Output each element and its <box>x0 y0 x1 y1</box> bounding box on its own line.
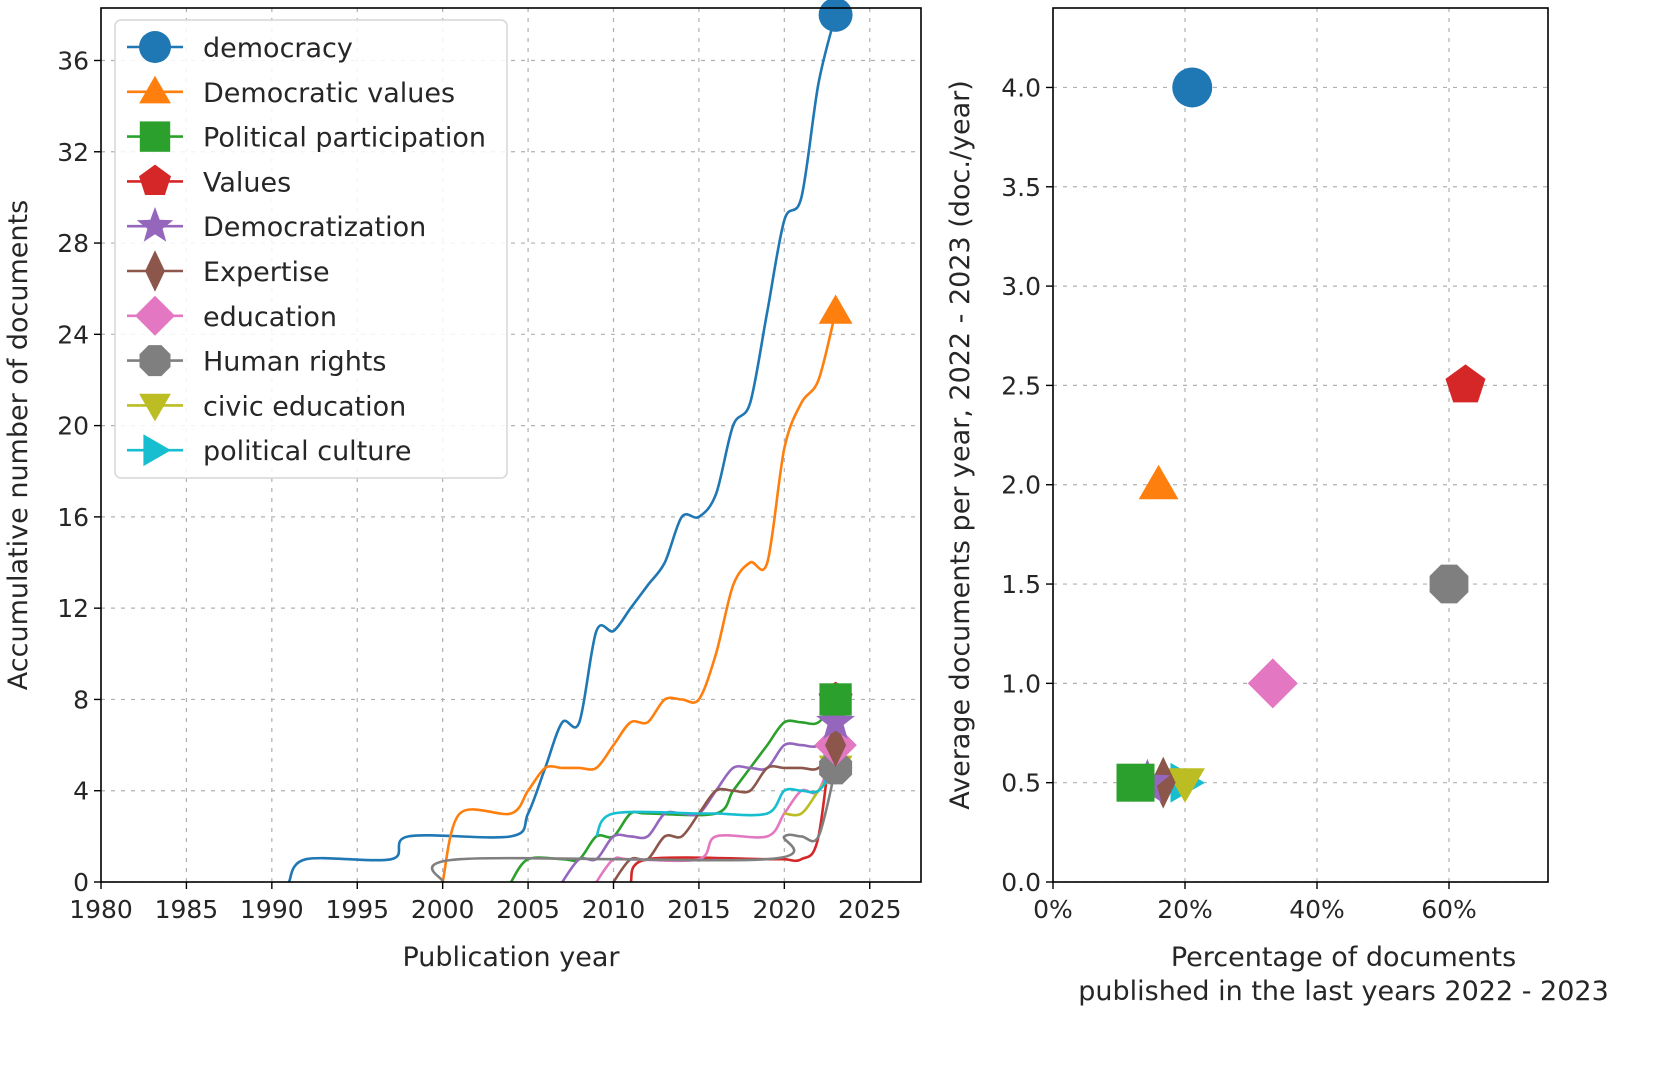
scatter-point-square-marker <box>1116 763 1155 802</box>
x-tick-label: 60% <box>1421 895 1477 924</box>
series-line-1 <box>441 311 837 883</box>
legend-octagon-marker <box>139 345 171 377</box>
y-tick-label: 0 <box>73 868 89 897</box>
series-line-2 <box>509 698 837 883</box>
end-octagon-marker <box>819 751 853 785</box>
x-tick-label: 1990 <box>240 895 304 924</box>
scatter-point-pentagon-marker <box>1445 364 1486 403</box>
legend-square-marker <box>139 121 171 152</box>
y-tick-label: 3.0 <box>1001 272 1041 301</box>
y-tick-label: 24 <box>57 320 89 349</box>
x-tick-label: 2000 <box>411 895 475 924</box>
end-triangle-up-marker <box>818 294 853 324</box>
series-line-9 <box>595 767 837 838</box>
series-line-5 <box>612 744 837 883</box>
x-tick-label: 2020 <box>753 895 817 924</box>
x-tick-label: 2025 <box>838 895 902 924</box>
x-tick-label: 1995 <box>325 895 389 924</box>
legend-label: education <box>203 302 337 333</box>
scatter-point-diamond-marker <box>1247 658 1298 709</box>
y-tick-label: 1.0 <box>1001 669 1041 698</box>
y-tick-label: 3.5 <box>1001 173 1041 202</box>
legend-thin-diamond-marker <box>145 250 165 292</box>
y-axis-label: Average documents per year, 2022 - 2023 … <box>945 80 976 810</box>
y-tick-label: 16 <box>57 503 89 532</box>
legend-triangle-up-marker <box>139 75 171 104</box>
y-tick-label: 2.5 <box>1001 371 1041 400</box>
legend-label: Values <box>203 167 291 198</box>
legend-label: civic education <box>203 391 406 422</box>
x-tick-label: 2010 <box>582 895 646 924</box>
scatter-point-octagon-marker <box>1429 564 1469 604</box>
scatter-point-triangle-down-marker <box>1165 768 1205 803</box>
left-end-markers <box>814 0 857 785</box>
y-tick-label: 2.0 <box>1001 471 1041 500</box>
legend-pentagon-marker <box>139 164 171 195</box>
x-tick-label: 0% <box>1033 895 1073 924</box>
x-tick-label: 1985 <box>155 895 219 924</box>
scatter-points <box>1116 67 1486 809</box>
right-scatter-chart: 0% 20% 40% 60% 0.0 0.5 1.0 1.5 2.0 2.5 3.0 3.5 4.0 Pe… <box>945 7 1609 1007</box>
series-line-7 <box>430 767 837 884</box>
y-tick-label: 36 <box>57 46 89 75</box>
left-axes-frame <box>100 7 922 883</box>
legend-diamond-marker <box>135 295 175 336</box>
legend-label: Expertise <box>203 257 330 288</box>
x-tick-label: 1980 <box>69 895 133 924</box>
legend-label: democracy <box>203 33 353 64</box>
end-square-marker <box>819 683 852 716</box>
y-tick-label: 8 <box>73 685 89 714</box>
left-ticks: 1980 1985 1990 1995 2000 2005 2010 2015 2020 2025… <box>57 46 901 924</box>
right-grid <box>1052 8 1548 883</box>
legend-triangle-right-marker <box>143 434 171 467</box>
legend-label: Democratization <box>203 212 426 243</box>
y-tick-label: 1.5 <box>1001 570 1041 599</box>
y-axis-label: Accumulative number of documents <box>3 200 34 690</box>
y-tick-label: 4.0 <box>1001 73 1041 102</box>
x-tick-label: 2005 <box>496 895 560 924</box>
legend-triangle-down-marker <box>139 393 171 422</box>
legend-label: Human rights <box>203 347 386 378</box>
y-tick-label: 32 <box>57 138 89 167</box>
scatter-point-triangle-up-marker <box>1138 464 1179 500</box>
legend-box <box>114 19 508 479</box>
series-line-0 <box>287 14 837 883</box>
x-tick-label: 20% <box>1157 895 1213 924</box>
right-ticks: 0% 20% 40% 60% 0.0 0.5 1.0 1.5 2.0 2.5 3.0 3.5 4.0 <box>1001 73 1477 924</box>
x-axis-label: Percentage of documents published in the … <box>1078 942 1609 1007</box>
legend: democracy Democratic values Political part… <box>114 19 508 479</box>
legend-star-marker <box>136 207 174 242</box>
legend-circle-marker <box>139 31 171 63</box>
right-axes-frame <box>1052 7 1549 883</box>
x-tick-label: 40% <box>1289 895 1345 924</box>
y-tick-label: 28 <box>57 229 89 258</box>
y-tick-label: 0.5 <box>1001 769 1041 798</box>
legend-label: Democratic values <box>203 78 455 109</box>
x-axis-label-line: Percentage of documents <box>1171 942 1516 973</box>
x-axis-label: Publication year <box>403 942 621 973</box>
end-star-marker <box>816 701 855 739</box>
legend-label: Political participation <box>203 123 486 154</box>
scatter-point-circle-marker <box>1172 67 1213 108</box>
x-axis-label-line: published in the last years 2022 - 2023 <box>1078 976 1609 1007</box>
y-tick-label: 12 <box>57 594 89 623</box>
y-tick-label: 0.0 <box>1001 868 1041 897</box>
legend-label: political culture <box>203 436 412 467</box>
x-tick-label: 2015 <box>667 895 731 924</box>
y-tick-label: 20 <box>57 412 89 441</box>
left-line-chart: 1980 1985 1990 1995 2000 2005 2010 2015 2020 2025… <box>3 0 922 973</box>
y-tick-label: 4 <box>73 777 89 806</box>
end-circle-marker <box>818 0 853 32</box>
left-series-lines <box>287 14 837 884</box>
